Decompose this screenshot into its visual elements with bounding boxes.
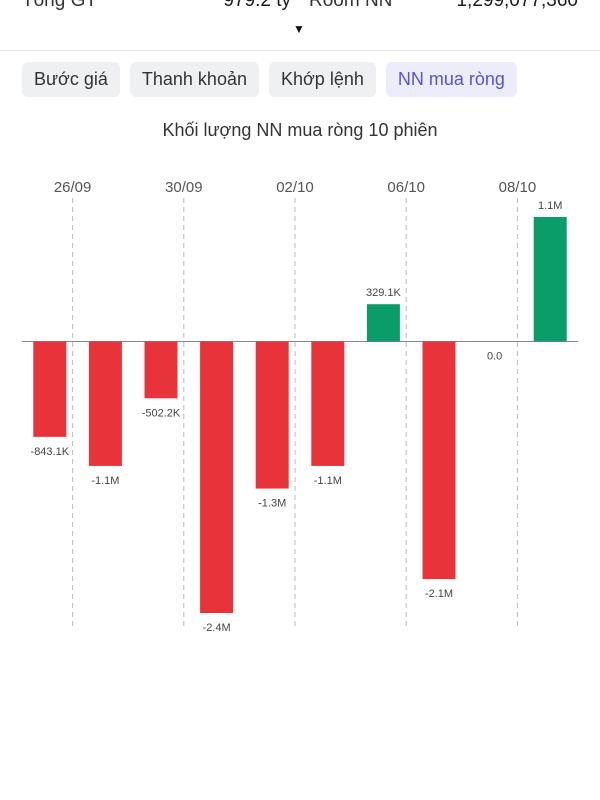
x-tick-label: 02/10 — [276, 179, 314, 196]
foreign-room-label: Room NN — [309, 0, 393, 11]
bar[interactable] — [200, 341, 234, 614]
bar[interactable] — [33, 341, 67, 437]
bar[interactable] — [422, 341, 456, 580]
bar-value-label: -502.2K — [142, 407, 181, 419]
bar-value-label: -843.1K — [31, 446, 70, 458]
bar-value-label: 329.1K — [366, 287, 402, 299]
bar-value-label: -2.4M — [203, 622, 231, 634]
net-foreign-buy-chart: 26/09 30/09 02/10 06/10 08/10 -843.1K -1.1M -50… — [22, 179, 578, 634]
bar[interactable] — [366, 304, 400, 342]
chart-title: Khối lượng NN mua ròng 10 phiên — [162, 120, 438, 140]
bar-value-label: -1.3M — [258, 498, 286, 510]
foreign-room-value: 1,299,077,360 — [456, 0, 578, 11]
tab-thanh-khoan[interactable]: Thanh khoản — [129, 62, 259, 97]
bar[interactable] — [144, 341, 178, 399]
tab-khop-lenh[interactable]: Khớp lệnh — [268, 62, 376, 97]
summary-bar: Tổng GT 979.2 tỷ Room NN 1,299,077,360 ▼ — [0, 0, 600, 50]
bar[interactable] — [311, 341, 345, 466]
tab-buoc-gia[interactable]: Bước giá — [22, 62, 120, 97]
bar-value-label: -2.1M — [425, 588, 453, 600]
bar-value-label: 0.0 — [487, 350, 502, 362]
tab-nn-mua-rong[interactable]: NN mua ròng — [385, 62, 517, 97]
bar-value-label: -1.1M — [314, 475, 342, 487]
bar[interactable] — [88, 341, 122, 466]
tab-bar: Bước giá Thanh khoản Khớp lệnh NN mua rò… — [22, 62, 517, 98]
x-tick-label: 06/10 — [387, 179, 425, 196]
divider — [0, 50, 600, 51]
x-tick-label: 08/10 — [499, 179, 537, 196]
bar[interactable] — [255, 341, 289, 489]
x-tick-label: 30/09 — [165, 179, 203, 196]
caret-down-icon[interactable]: ▼ — [293, 22, 305, 36]
bar[interactable] — [533, 216, 567, 342]
x-tick-label: 26/09 — [54, 179, 92, 196]
bar-value-label: -1.1M — [91, 475, 119, 487]
total-value-label: Tổng GT — [22, 0, 97, 11]
total-value: 979.2 tỷ — [223, 0, 291, 11]
bar-value-label: 1.1M — [538, 200, 562, 212]
